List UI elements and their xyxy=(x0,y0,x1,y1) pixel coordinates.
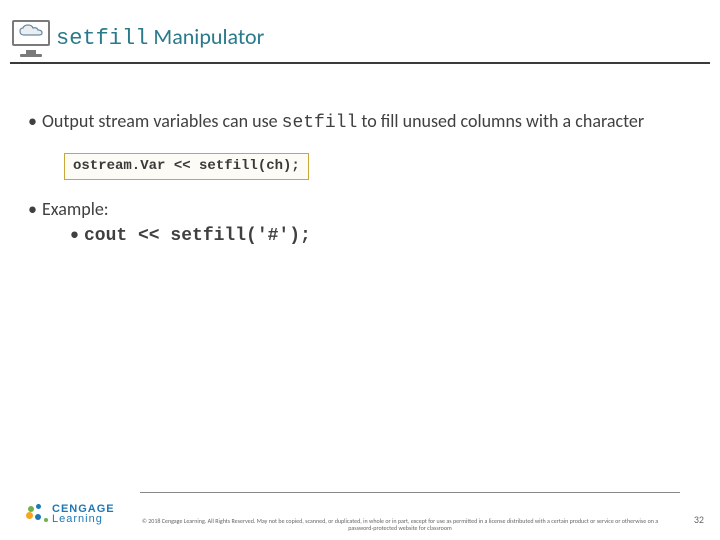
monitor-cloud-icon xyxy=(12,20,52,54)
logo-text: CENGAGE Learning xyxy=(52,505,115,525)
bullet-1: Output stream variables can use setfill … xyxy=(28,110,692,135)
cengage-logo: CENGAGE Learning xyxy=(26,504,115,526)
title-rest: Manipulator xyxy=(148,23,264,50)
copyright-text: © 2018 Cengage Learning. All Rights Rese… xyxy=(140,518,660,532)
bullet-1-post: to fill unused columns with a character xyxy=(357,110,644,132)
slide: setfill Manipulator Output stream variab… xyxy=(0,0,720,540)
bullet-2-text: Example: xyxy=(42,198,109,220)
bullet-2-sub: cout << setfill('#'); xyxy=(56,223,692,248)
logo-line-2: Learning xyxy=(52,515,115,525)
header-divider xyxy=(10,62,710,64)
slide-footer: CENGAGE Learning © 2018 Cengage Learning… xyxy=(0,488,720,540)
bullet-2: Example: cout << setfill('#'); xyxy=(28,198,692,247)
page-number: 32 xyxy=(694,513,704,526)
syntax-code-box: ostream.Var << setfill(ch); xyxy=(64,153,309,181)
slide-title: setfill Manipulator xyxy=(56,23,264,51)
bullet-1-code: setfill xyxy=(282,113,358,133)
slide-body: Output stream variables can use setfill … xyxy=(28,110,692,255)
bullet-1-pre: Output stream variables can use xyxy=(42,110,282,132)
footer-divider xyxy=(140,492,680,493)
slide-header: setfill Manipulator xyxy=(12,20,708,54)
example-code: cout << setfill('#'); xyxy=(84,226,311,246)
title-code: setfill xyxy=(56,26,148,51)
logo-mark-icon xyxy=(26,504,48,526)
